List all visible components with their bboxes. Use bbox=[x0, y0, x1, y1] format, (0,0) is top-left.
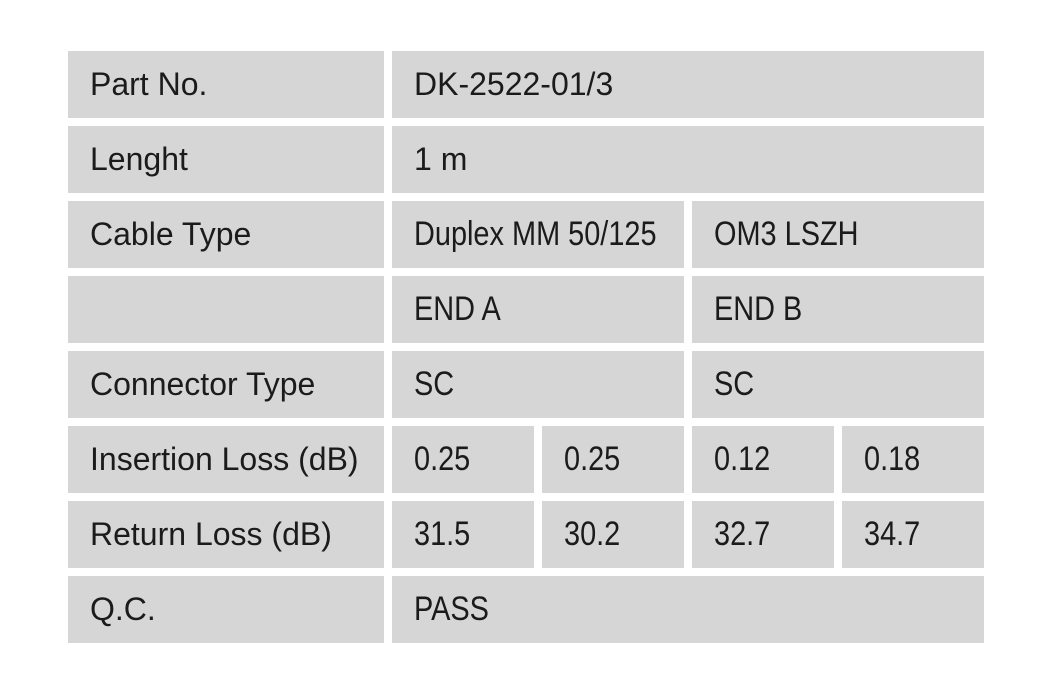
cable-spec-table: Part No. DK-2522-01/3 Lenght 1 m Cable T… bbox=[68, 51, 984, 643]
return-loss-label: Return Loss (dB) bbox=[90, 516, 332, 552]
return-loss-b1: 32.7 bbox=[714, 515, 771, 553]
qc-value-cell: PASS bbox=[392, 576, 984, 643]
connector-label-cell: Connector Type bbox=[68, 351, 384, 418]
cable-type-value-b-cell: OM3 LSZH bbox=[692, 201, 984, 268]
end-b-header: END B bbox=[714, 290, 803, 328]
insertion-loss-a2: 0.25 bbox=[564, 440, 621, 478]
insertion-loss-b1: 0.12 bbox=[714, 440, 771, 478]
return-loss-b2-cell: 34.7 bbox=[842, 501, 984, 568]
qc-value: PASS bbox=[414, 590, 489, 628]
return-loss-a2-cell: 30.2 bbox=[542, 501, 684, 568]
cable-type-label-cell: Cable Type bbox=[68, 201, 384, 268]
part-no-value: DK-2522-01/3 bbox=[414, 66, 614, 102]
end-a-header: END A bbox=[414, 290, 501, 328]
return-loss-label-cell: Return Loss (dB) bbox=[68, 501, 384, 568]
insertion-loss-b2: 0.18 bbox=[864, 440, 921, 478]
connector-value-b-cell: SC bbox=[692, 351, 984, 418]
return-loss-a1-cell: 31.5 bbox=[392, 501, 534, 568]
insertion-loss-a2-cell: 0.25 bbox=[542, 426, 684, 493]
cable-type-label: Cable Type bbox=[90, 216, 252, 252]
cable-type-value-a-cell: Duplex MM 50/125 bbox=[392, 201, 684, 268]
part-no-value-cell: DK-2522-01/3 bbox=[392, 51, 984, 118]
connector-label: Connector Type bbox=[90, 366, 316, 402]
insertion-loss-label: Insertion Loss (dB) bbox=[90, 441, 359, 477]
return-loss-b1-cell: 32.7 bbox=[692, 501, 834, 568]
cable-type-value-a: Duplex MM 50/125 bbox=[414, 215, 657, 253]
return-loss-a1: 31.5 bbox=[414, 515, 471, 553]
part-no-label-cell: Part No. bbox=[68, 51, 384, 118]
return-loss-a2: 30.2 bbox=[564, 515, 621, 553]
qc-label-cell: Q.C. bbox=[68, 576, 384, 643]
end-a-header-cell: END A bbox=[392, 276, 684, 343]
length-label: Lenght bbox=[90, 141, 188, 177]
length-label-cell: Lenght bbox=[68, 126, 384, 193]
ends-empty-label-cell bbox=[68, 276, 384, 343]
connector-value-b: SC bbox=[714, 365, 755, 403]
length-value-cell: 1 m bbox=[392, 126, 984, 193]
insertion-loss-b1-cell: 0.12 bbox=[692, 426, 834, 493]
insertion-loss-label-cell: Insertion Loss (dB) bbox=[68, 426, 384, 493]
connector-value-a-cell: SC bbox=[392, 351, 684, 418]
part-no-label: Part No. bbox=[90, 66, 208, 102]
insertion-loss-a1: 0.25 bbox=[414, 440, 471, 478]
qc-label: Q.C. bbox=[90, 591, 156, 627]
connector-value-a: SC bbox=[414, 365, 455, 403]
return-loss-b2: 34.7 bbox=[864, 515, 921, 553]
end-b-header-cell: END B bbox=[692, 276, 984, 343]
insertion-loss-b2-cell: 0.18 bbox=[842, 426, 984, 493]
cable-type-value-b: OM3 LSZH bbox=[714, 215, 859, 253]
insertion-loss-a1-cell: 0.25 bbox=[392, 426, 534, 493]
length-value: 1 m bbox=[414, 141, 468, 177]
